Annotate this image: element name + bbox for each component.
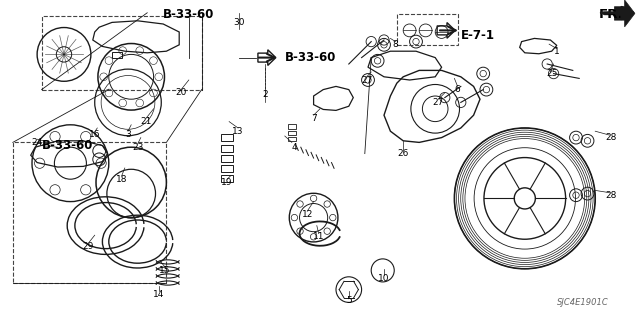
- Text: B-33-60: B-33-60: [42, 139, 93, 152]
- Text: 18: 18: [116, 175, 127, 184]
- Text: 12: 12: [301, 210, 313, 219]
- Text: B-33-60: B-33-60: [285, 51, 336, 64]
- Text: 1: 1: [554, 47, 559, 56]
- Text: 8: 8: [393, 40, 398, 49]
- Text: 3: 3: [125, 130, 131, 139]
- Text: B-33-60: B-33-60: [163, 8, 214, 21]
- Text: 26: 26: [397, 149, 409, 158]
- Text: 7: 7: [311, 114, 316, 123]
- Text: 6: 6: [455, 85, 460, 94]
- Text: 15: 15: [159, 266, 171, 275]
- Text: 24: 24: [31, 138, 43, 147]
- Text: 29: 29: [83, 242, 94, 251]
- Text: 21: 21: [140, 117, 152, 126]
- Text: 25: 25: [546, 69, 557, 78]
- Text: 30: 30: [234, 18, 245, 27]
- Text: 19: 19: [221, 178, 233, 187]
- Text: 28: 28: [605, 133, 617, 142]
- Text: 16: 16: [89, 130, 100, 139]
- Text: 14: 14: [153, 290, 164, 299]
- Text: 27: 27: [433, 98, 444, 107]
- Bar: [221, 165, 233, 172]
- Bar: [288, 137, 296, 141]
- Text: 20: 20: [175, 88, 187, 97]
- Polygon shape: [614, 0, 635, 27]
- Bar: [221, 134, 233, 141]
- Bar: [221, 145, 233, 152]
- Text: E-7-1: E-7-1: [461, 29, 495, 42]
- Text: 11: 11: [313, 232, 324, 241]
- Bar: [112, 52, 122, 58]
- Text: 23: 23: [132, 143, 143, 152]
- Bar: [288, 131, 296, 135]
- Text: 2: 2: [263, 90, 268, 99]
- Text: 10: 10: [378, 274, 390, 283]
- Text: 13: 13: [232, 127, 244, 136]
- Text: SJC4E1901C: SJC4E1901C: [557, 298, 609, 307]
- Bar: [288, 124, 296, 129]
- Text: 4: 4: [292, 143, 297, 152]
- Text: FR.: FR.: [598, 8, 623, 21]
- Bar: [221, 175, 233, 182]
- Text: 28: 28: [605, 191, 617, 200]
- Bar: [221, 155, 233, 162]
- Text: 5: 5: [346, 296, 351, 305]
- Text: 27: 27: [361, 76, 372, 84]
